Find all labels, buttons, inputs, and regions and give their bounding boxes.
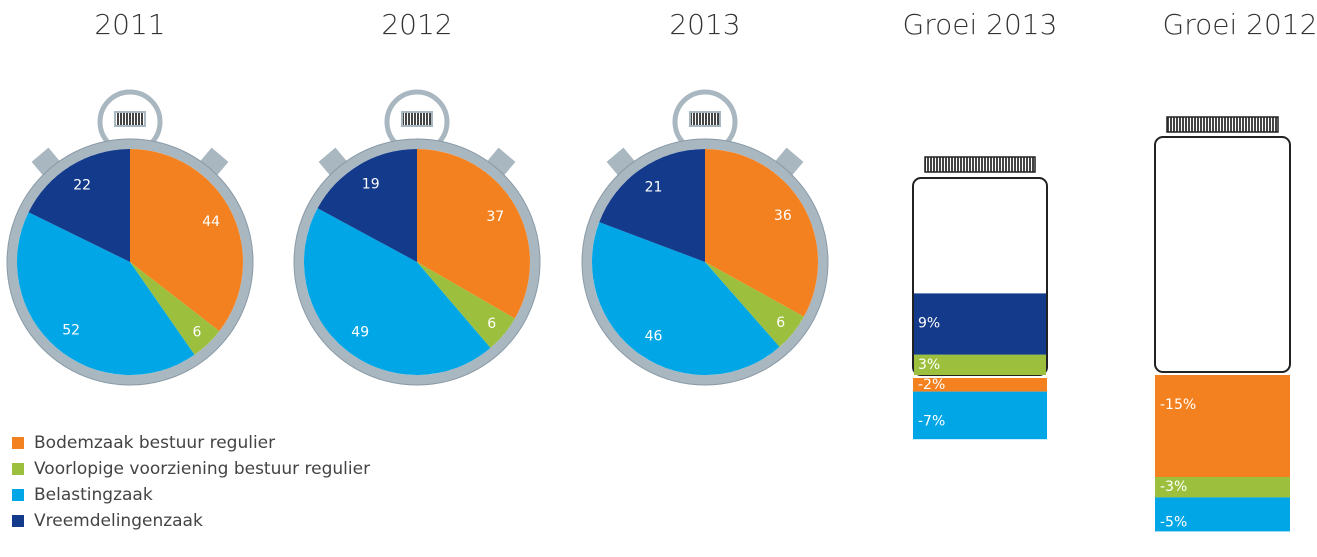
chart-title: 2013 <box>669 8 740 41</box>
bar-segment <box>913 391 1047 440</box>
chart-title: 2011 <box>94 8 165 41</box>
pie-slice <box>28 149 130 262</box>
segment-label: -15% <box>1160 397 1196 413</box>
slice-label: 49 <box>351 324 369 340</box>
slice-label: 19 <box>362 176 380 192</box>
slice-label: 36 <box>774 208 792 224</box>
crown-knob <box>401 111 433 127</box>
slice-label: 6 <box>487 316 496 332</box>
segment-label: -5% <box>1160 514 1187 530</box>
jar-lid <box>1166 116 1279 133</box>
slice-label: 52 <box>62 323 80 339</box>
legend-label: Voorlopige voorziening bestuur regulier <box>34 459 370 479</box>
legend-swatch <box>12 463 24 475</box>
pie-slice <box>317 149 417 262</box>
pie-slice <box>705 262 804 347</box>
bar-segment <box>1155 497 1290 532</box>
slice-label: 46 <box>645 328 663 344</box>
chart-title: 2012 <box>381 8 452 41</box>
pie-slice <box>417 149 530 319</box>
pie-slice <box>130 149 243 332</box>
segment-label: 9% <box>918 315 940 331</box>
legend-label: Belastingzaak <box>34 485 153 505</box>
segment-label: -7% <box>918 414 945 430</box>
segment-label: 3% <box>918 357 940 373</box>
slice-label: 6 <box>776 315 785 331</box>
crown-knob <box>689 111 721 127</box>
jar-body <box>1154 136 1291 373</box>
jar-lid <box>924 156 1036 173</box>
segment-label: -3% <box>1160 479 1187 495</box>
pie-slice <box>304 208 491 375</box>
legend-swatch <box>12 515 24 527</box>
pie-slice <box>130 262 220 355</box>
bar-segment <box>1155 375 1290 477</box>
slice-label: 44 <box>202 214 220 230</box>
chart-title: Groei 2013 <box>903 8 1058 41</box>
crown-knob <box>114 111 146 127</box>
slice-label: 6 <box>192 324 201 340</box>
slice-label: 37 <box>486 209 504 225</box>
pie-slice <box>591 222 780 375</box>
bar-segment <box>914 354 1046 375</box>
legend-swatch <box>12 489 24 501</box>
slice-label: 21 <box>645 180 663 196</box>
bar-segment <box>1155 477 1290 498</box>
slice-label: 22 <box>73 177 91 193</box>
pie-slice <box>417 262 515 348</box>
legend-swatch <box>12 437 24 449</box>
bar-segment <box>913 378 1047 392</box>
pie-slice <box>599 149 705 262</box>
segment-label: -2% <box>918 377 945 393</box>
bar-segment <box>914 293 1046 355</box>
legend-label: Vreemdelingenzaak <box>34 511 203 531</box>
legend-label: Bodemzaak bestuur regulier <box>34 433 275 453</box>
pie-slice <box>705 149 818 317</box>
chart-title: Groei 2012 <box>1163 8 1317 41</box>
pie-slice <box>16 212 195 375</box>
